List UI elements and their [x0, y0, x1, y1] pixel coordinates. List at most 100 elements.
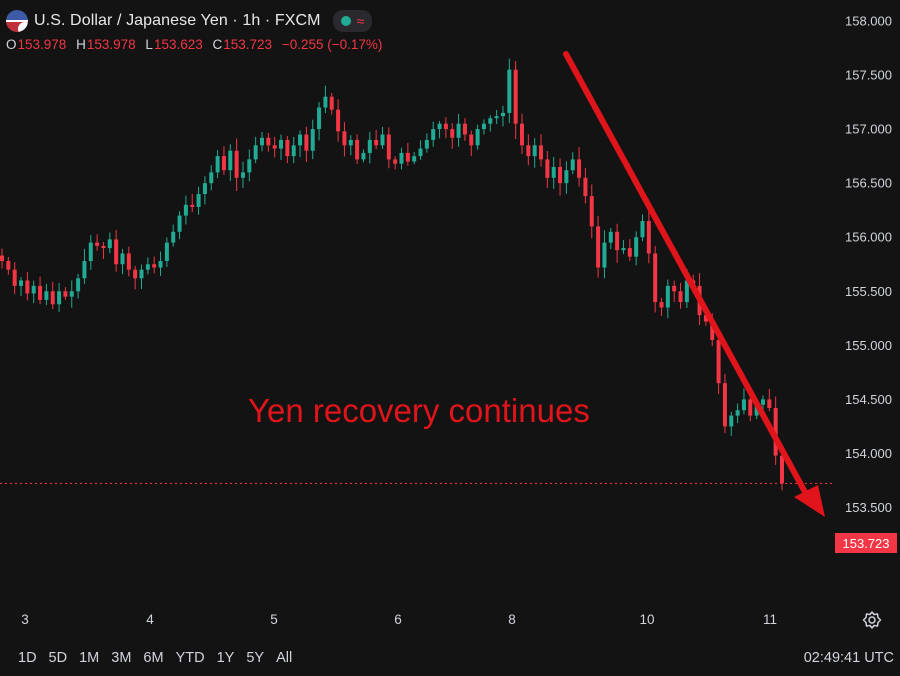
range-button-ytd[interactable]: YTD [175, 650, 205, 666]
candle-down [462, 123, 467, 135]
candle-down [627, 248, 632, 257]
candle-up [570, 159, 575, 171]
candle-up [139, 269, 144, 279]
range-button-1m[interactable]: 1M [79, 650, 100, 666]
time-tick-label: 6 [394, 612, 402, 627]
price-axis[interactable]: 158.000 157.500 157.000 156.500 156.000 155.5… [845, 14, 892, 516]
candle-up [247, 159, 252, 173]
candle-up [31, 285, 36, 294]
candle-down [773, 408, 778, 456]
price-tick-label: 156.500 [845, 176, 892, 191]
candle-down [95, 242, 100, 246]
candle-down [659, 302, 664, 308]
candle-up [481, 123, 486, 130]
candle-down [513, 69, 518, 124]
candle-up [145, 264, 150, 270]
candle-up [424, 139, 429, 149]
range-button-6m[interactable]: 6M [143, 650, 164, 666]
high-label: H [76, 37, 86, 52]
time-tick-label: 10 [639, 612, 654, 627]
candle-up [532, 145, 537, 157]
candle-down [710, 321, 715, 340]
open-value: 153.978 [17, 37, 67, 52]
candle-up [279, 139, 284, 149]
candle-down [285, 139, 290, 157]
status-pill[interactable]: ≈ [332, 10, 373, 32]
candle-up [608, 231, 613, 243]
range-button-3m[interactable]: 3M [111, 650, 132, 666]
bottom-toolbar: 1D 5D 1M 3M 6M YTD 1Y 5Y All 02:49:41 UTC [0, 640, 900, 676]
candle-down [577, 159, 582, 178]
candle-up [551, 166, 556, 178]
candle-down [386, 134, 391, 160]
range-button-5y[interactable]: 5Y [246, 650, 265, 666]
candle-down [443, 123, 448, 130]
candle-down [190, 204, 195, 207]
candle-up [228, 150, 233, 171]
downtrend-arrow [563, 51, 825, 517]
range-button-1y[interactable]: 1Y [216, 650, 235, 666]
candle-down [50, 291, 55, 305]
time-tick-label: 3 [21, 612, 29, 627]
candle-up [57, 291, 62, 305]
candle-up [177, 215, 182, 232]
candle-down [520, 123, 524, 146]
candle-down [589, 196, 594, 227]
range-button-5d[interactable]: 5D [48, 650, 68, 666]
candle-up [754, 404, 759, 416]
candle-down [133, 269, 138, 279]
candle-down [336, 109, 341, 132]
time-axis[interactable]: 3 4 5 6 8 10 11 [21, 612, 777, 627]
candle-up [260, 137, 264, 146]
candle-down [722, 383, 727, 427]
candle-down [374, 139, 379, 146]
candle-down [469, 134, 474, 146]
candle-up [215, 156, 220, 173]
candle-down [539, 145, 544, 160]
candle-down [304, 134, 309, 151]
candle-down [596, 226, 601, 268]
candle-down [716, 339, 721, 384]
candle-up [107, 239, 112, 249]
range-button-all[interactable]: All [276, 650, 293, 666]
candle-down [101, 245, 106, 249]
candle-up [298, 134, 303, 146]
candle-down [126, 253, 131, 270]
candle-down [653, 253, 658, 303]
candle-up [120, 253, 125, 265]
candle-up [741, 399, 746, 411]
gear-icon[interactable] [861, 609, 883, 636]
candle-down [526, 145, 531, 157]
candle-down [393, 159, 398, 164]
candle-down [583, 177, 588, 197]
utc-clock[interactable]: 02:49:41 UTC [803, 650, 894, 666]
candle-up [19, 280, 24, 286]
chart-annotation: Yen recovery continues [248, 392, 590, 429]
candle-down [646, 221, 651, 254]
price-tick-label: 154.000 [845, 446, 892, 461]
candle-up [729, 415, 734, 427]
time-tick-label: 5 [270, 612, 278, 627]
candle-up [196, 193, 201, 207]
candle-up [399, 152, 404, 164]
candle-down [450, 129, 455, 138]
candle-up [418, 148, 423, 157]
candle-up [412, 156, 417, 162]
candle-down [678, 291, 683, 303]
current-price-label: 153.723 [835, 533, 897, 553]
time-tick-label: 4 [146, 612, 154, 627]
candle-up [665, 285, 670, 308]
candle-down [266, 137, 271, 146]
symbol-title[interactable]: U.S. Dollar / Japanese Yen · 1h · FXCM [34, 12, 321, 29]
us-jp-flag-icon [6, 10, 28, 32]
candle-up [488, 118, 493, 124]
time-tick-label: 8 [508, 612, 516, 627]
chart-header: U.S. Dollar / Japanese Yen · 1h · FXCM ≈… [6, 10, 388, 52]
time-tick-label: 11 [763, 612, 777, 627]
candle-up [634, 237, 639, 257]
candle-up [494, 116, 499, 119]
candle-up [323, 96, 328, 108]
range-button-1d[interactable]: 1D [18, 650, 37, 666]
market-open-dot-icon [340, 16, 351, 26]
